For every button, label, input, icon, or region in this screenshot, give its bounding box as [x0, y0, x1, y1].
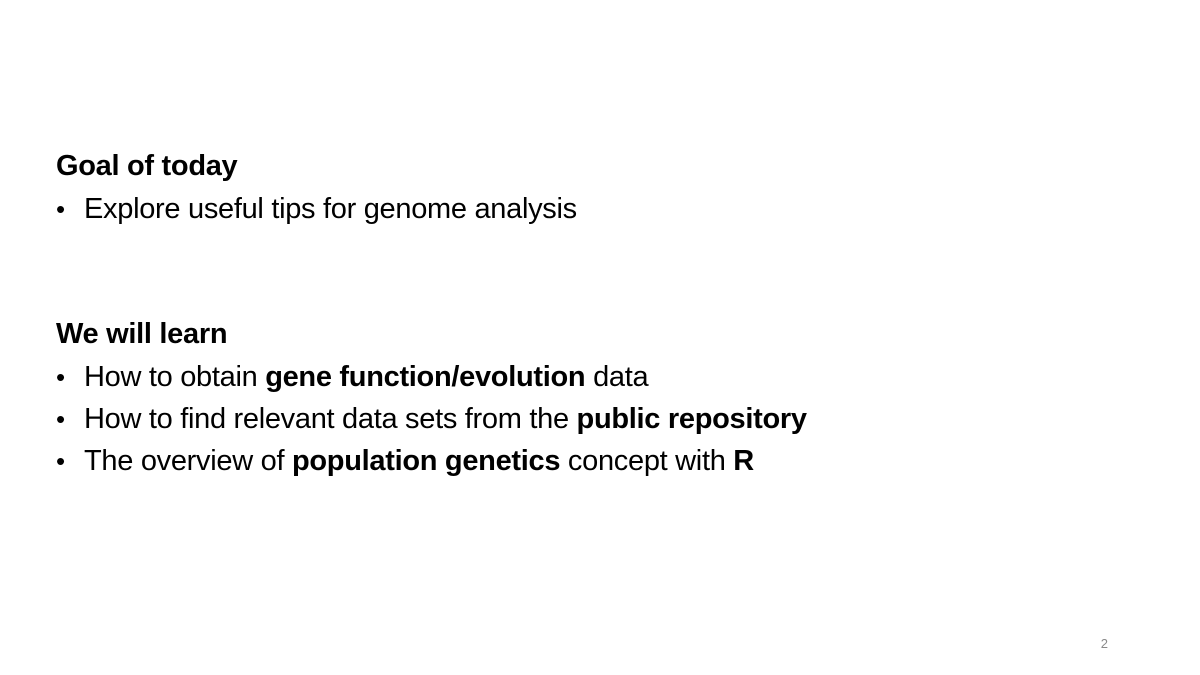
learn-heading: We will learn [56, 318, 228, 350]
bullet-item: • How to obtain gene function/evolution … [56, 356, 1156, 398]
bullet-icon: • [56, 194, 65, 224]
bullet-icon: • [56, 362, 65, 392]
goal-heading: Goal of today [56, 150, 238, 182]
bullet-text: Explore useful tips for genome analysis [84, 193, 577, 225]
learn-section: We will learn • How to obtain gene funct… [56, 314, 1156, 482]
bullet-emphasis: gene function/evolution [265, 361, 586, 393]
bullet-item: • How to find relevant data sets from th… [56, 398, 1156, 440]
bullet-item: • The overview of population genetics co… [56, 440, 1156, 482]
bullet-icon: • [56, 446, 65, 476]
bullet-text: The overview of [84, 445, 292, 477]
bullet-text: concept with [560, 445, 734, 477]
bullet-item: • Explore useful tips for genome analysi… [56, 188, 1156, 230]
goal-bullet-list: • Explore useful tips for genome analysi… [56, 188, 1156, 230]
bullet-icon: • [56, 404, 65, 434]
learn-bullet-list: • How to obtain gene function/evolution … [56, 356, 1156, 482]
bullet-text: How to find relevant data sets from the [84, 403, 577, 435]
page-number: 2 [1100, 636, 1108, 651]
bullet-emphasis: public repository [576, 403, 807, 435]
goal-section: Goal of today • Explore useful tips for … [56, 146, 1156, 230]
bullet-text: How to obtain [84, 361, 266, 393]
bullet-emphasis: population genetics [291, 445, 561, 477]
bullet-emphasis: R [733, 445, 754, 477]
bullet-text: data [585, 361, 649, 393]
